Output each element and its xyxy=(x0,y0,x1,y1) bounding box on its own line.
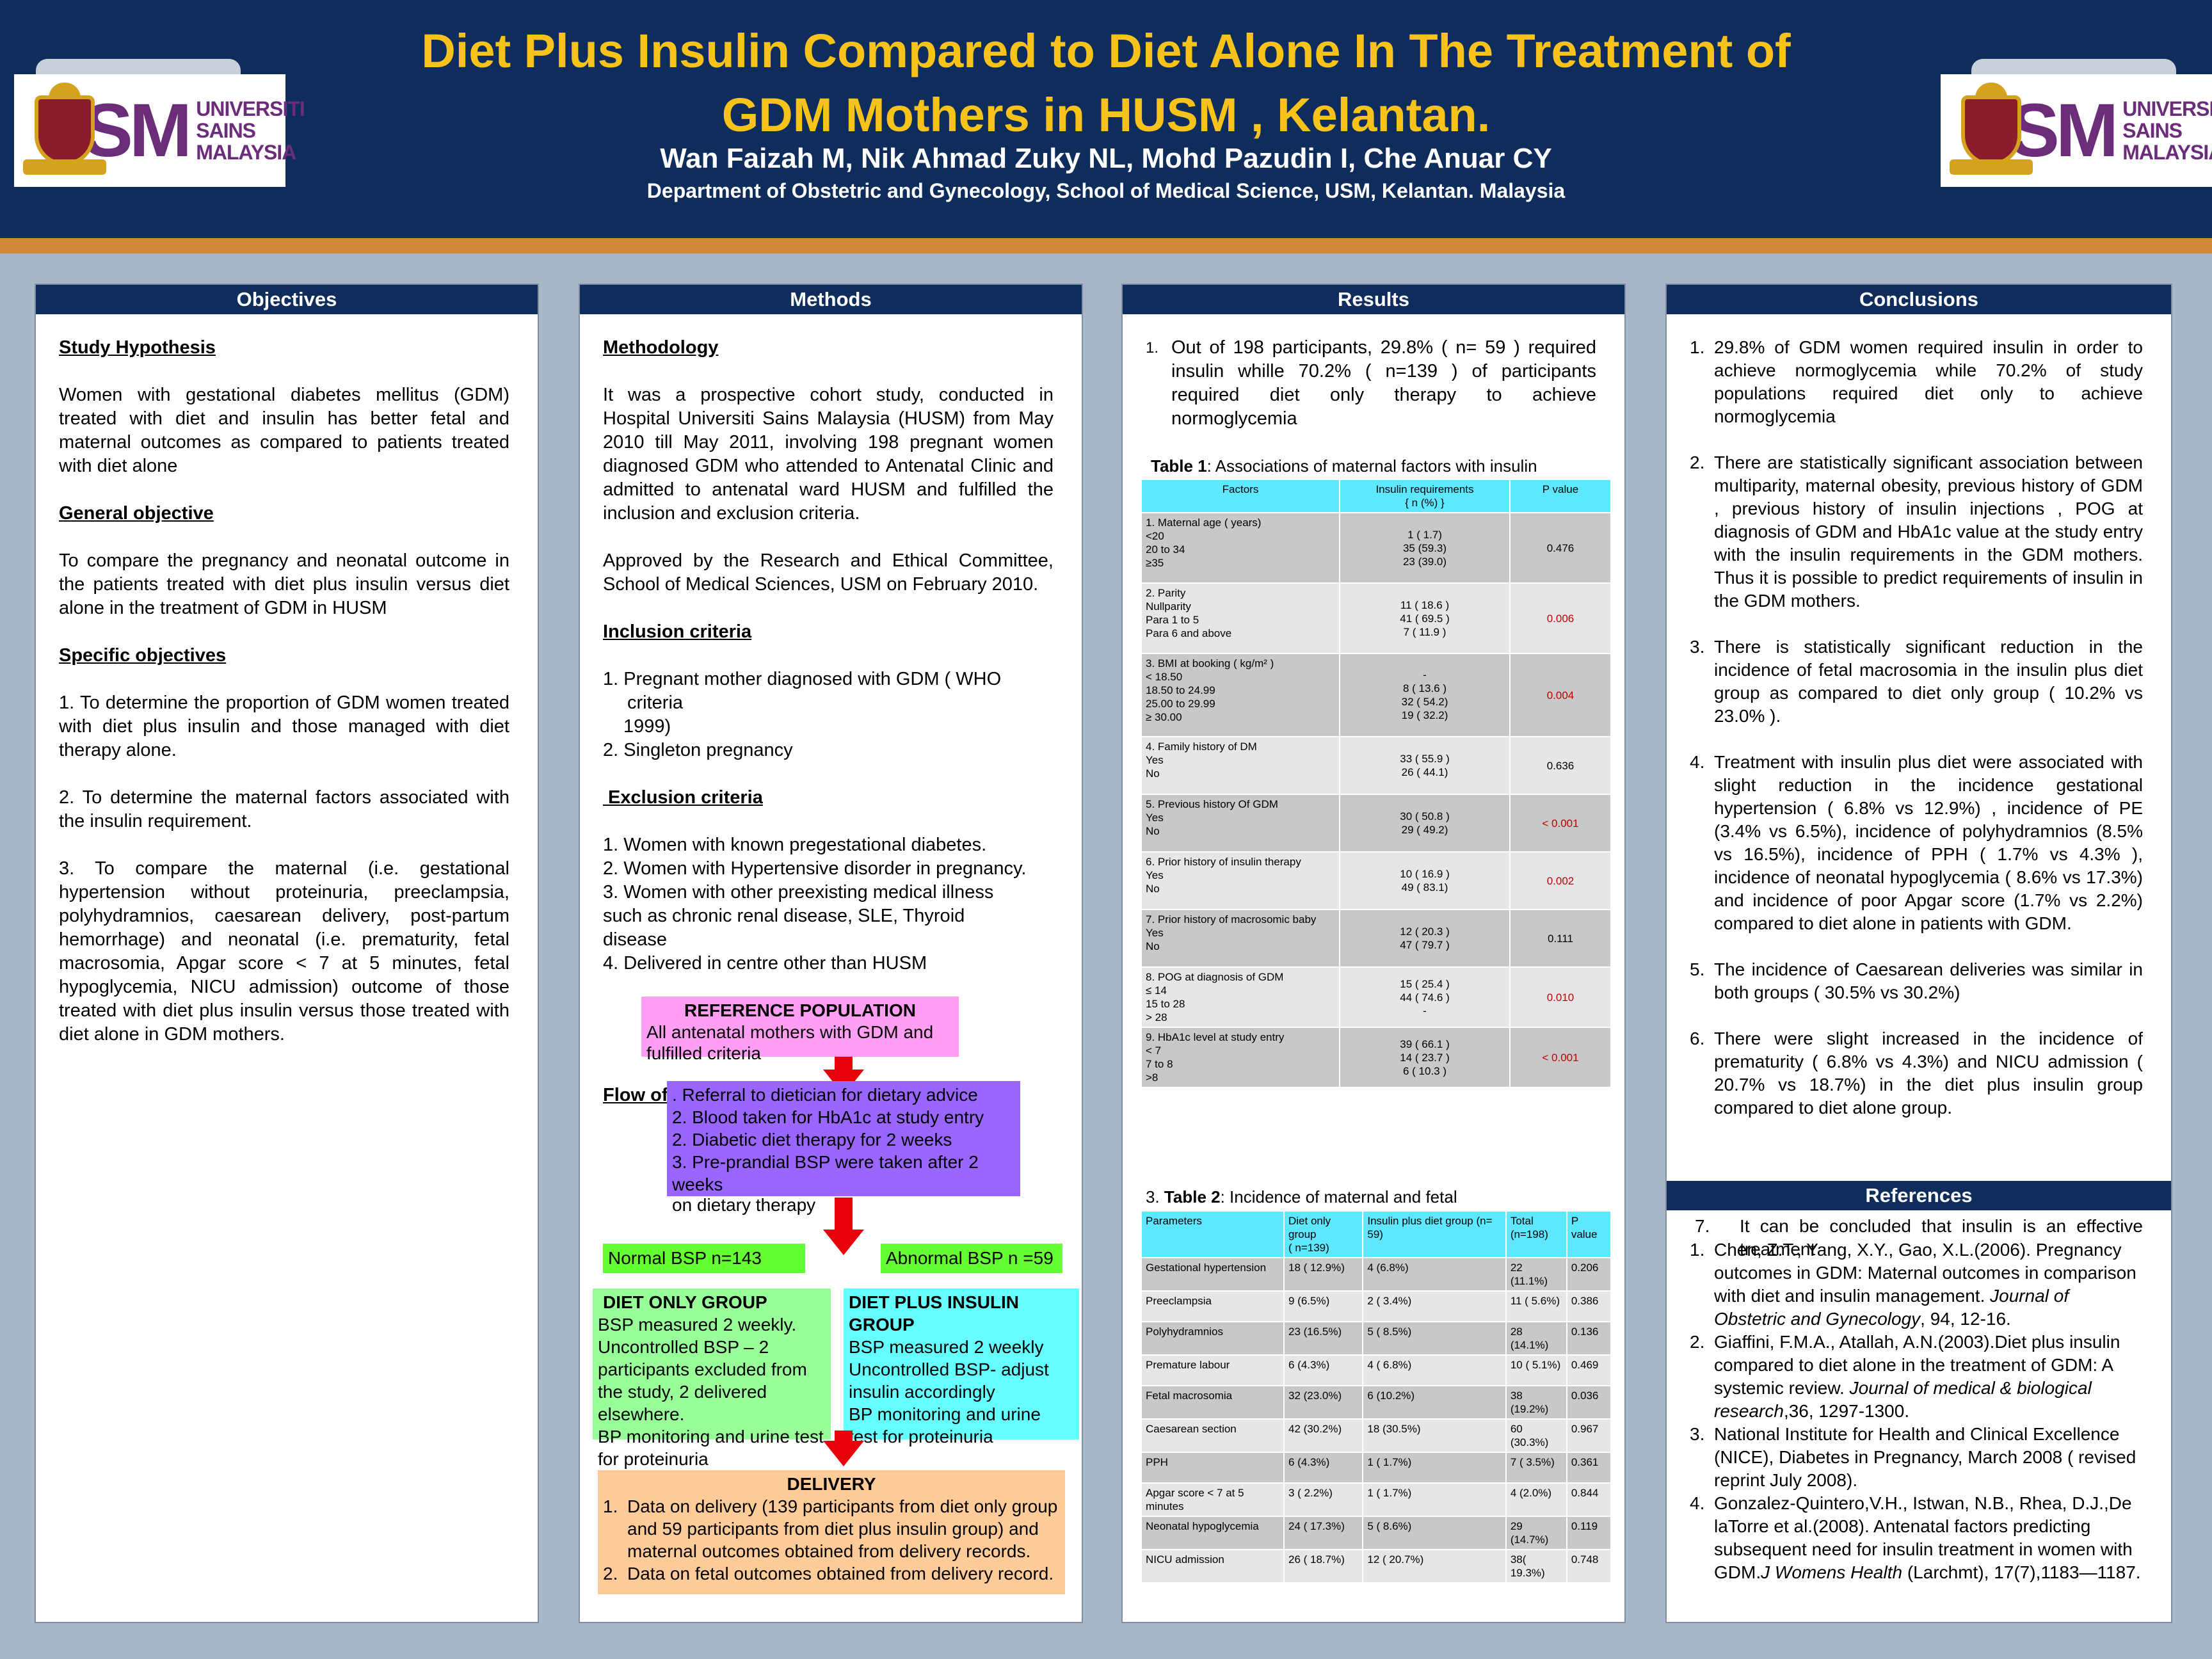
approval-text: Approved by the Research and Ethical Com… xyxy=(603,550,1054,595)
specific-objective-1: 1. To determine the proportion of GDM wo… xyxy=(59,693,509,760)
table1-row: 4. Family history of DM Yes No 33 ( 55.9 … xyxy=(1141,736,1612,795)
table2-row: Neonatal hypoglycemia 24 ( 17.3%) 5 ( 8.6%… xyxy=(1141,1516,1612,1550)
specific-objectives-title: Specific objectives xyxy=(59,645,227,666)
reference-item: 2. Giaffini, F.M.A., Atallah, A.N.(2003).… xyxy=(1690,1332,2120,1421)
reference-population-box: REFERENCE POPULATION All antenatal mothe… xyxy=(641,997,959,1063)
table2-row: NICU admission 26 ( 18.7%) 12 ( 20.7%) 38( … xyxy=(1141,1549,1612,1583)
authors: Wan Faizah M, Nik Ahmad Zuky NL, Mohd Pa… xyxy=(660,143,1552,174)
usm-logo-right: USM UNIVERSITI SAINS MALAYSIA xyxy=(1941,74,2212,187)
usm-logo-left: USM UNIVERSITI SAINS MALAYSIA xyxy=(14,74,305,187)
table2-caption: 3. Table 2: Incidence of maternal and fe… xyxy=(1146,1187,1457,1206)
conclusion-item: 1. 29.8% of GDM women required insulin in… xyxy=(1690,337,2143,426)
reference-item: 3. National Institute for Health and Clin… xyxy=(1690,1424,2136,1490)
reference-item: 4. Gonzalez-Quintero,V.H., Istwan, N.B., … xyxy=(1690,1493,2141,1582)
table2-row: Gestational hypertension 18 ( 12.9%) 4 (6.… xyxy=(1141,1257,1612,1292)
results-intro: 1. Out of 198 participants, 29.8% ( n= 59… xyxy=(1146,337,1596,429)
table1-caption: Table 1: Associations of maternal factor… xyxy=(1151,456,1537,476)
conclusions-panel: Conclusions 1. 29.8% of GDM women require… xyxy=(1665,284,2172,1623)
table2-row: Caesarean section 42 (30.2%) 18 (30.5%) 60 … xyxy=(1141,1418,1612,1453)
arrow-icon xyxy=(823,1230,864,1255)
delivery-box: DELIVERY 1. Data on delivery (139 partici… xyxy=(598,1470,1065,1594)
department: Department of Obstetric and Gynecology, … xyxy=(646,179,1566,202)
methods-heading: Methods xyxy=(580,285,1082,314)
exclusion-list: 1. Women with known pregestational diabe… xyxy=(603,835,1027,974)
specific-objective-3: 3. To compare the maternal (i.e. gestati… xyxy=(59,858,509,1045)
abnormal-bsp-box: Abnormal BSP n =59 xyxy=(881,1244,1062,1273)
table1-row: 9. HbA1c level at study entry < 7 7 to 8… xyxy=(1141,1027,1612,1088)
inclusion-2: 2. Singleton pregnancy xyxy=(603,740,793,760)
diet-plus-insulin-group-box: DIET PLUS INSULIN GROUP BSP measured 2 w… xyxy=(844,1288,1079,1447)
inclusion-title: Inclusion criteria xyxy=(603,621,752,642)
table1-row: 6. Prior history of insulin therapy Yes … xyxy=(1141,851,1612,910)
specific-objective-2: 2. To determine the maternal factors ass… xyxy=(59,787,509,831)
table2-row: Fetal macrosomia 32 (23.0%) 6 (10.2%) 38 (1… xyxy=(1141,1385,1612,1420)
table2-outcomes: Parameters Diet only group ( n=139) Insuli… xyxy=(1141,1210,1612,1583)
conclusion-item: 5. The incidence of Caesarean deliveries … xyxy=(1690,959,2143,1002)
results-heading: Results xyxy=(1123,285,1624,314)
arrow-icon xyxy=(823,1441,864,1466)
table2-row: Polyhydramnios 23 (16.5%) 5 ( 8.5%) 28 (14.… xyxy=(1141,1321,1612,1356)
results-panel: Results 1. Out of 198 participants, 29.8%… xyxy=(1121,284,1626,1623)
conclusion-item: 3. There is statistically significant red… xyxy=(1690,637,2143,726)
table2-row: Apgar score < 7 at 5 minutes 3 ( 2.2%) 1 (… xyxy=(1141,1482,1612,1517)
table2-row: Premature labour 6 (4.3%) 4 ( 6.8%) 10 ( 5.… xyxy=(1141,1354,1612,1386)
diet-only-group-box: DIET ONLY GROUP BSP measured 2 weekly. U… xyxy=(593,1288,831,1469)
references-heading: References xyxy=(1667,1181,2171,1210)
dietary-therapy-text: on dietary therapy xyxy=(672,1195,816,1215)
exclusion-title: Exclusion criteria xyxy=(603,787,763,808)
hypothesis-title: Study Hypothesis xyxy=(59,337,216,358)
table1-maternal-factors: Factors Insulin requirements { n (%) } P… xyxy=(1141,479,1612,1088)
header-stripe xyxy=(0,238,2212,253)
conclusion-item: 2. There are statistically significant as… xyxy=(1690,453,2143,611)
conclusion-7: 7. It can be concluded that insulin is an… xyxy=(1695,1216,2143,1259)
normal-bsp-box: Normal BSP n=143 xyxy=(603,1244,805,1273)
table1-row: 5. Previous history Of GDM Yes No 30 ( 50… xyxy=(1141,794,1612,853)
poster-header: USM UNIVERSITI SAINS MALAYSIA USM UNIVER… xyxy=(0,0,2212,238)
general-objective-text: To compare the pregnancy and neonatal ou… xyxy=(59,550,509,618)
objectives-heading: Objectives xyxy=(36,285,538,314)
dietician-steps-box: . Referral to dietician for dietary advi… xyxy=(667,1081,1020,1196)
hypothesis-text: Women with gestational diabetes mellitus… xyxy=(59,385,509,476)
table1-row: 3. BMI at booking ( kg/m² ) < 18.50 18.5… xyxy=(1141,653,1612,737)
table2-row: Preeclampsia 9 (6.5%) 2 ( 3.4%) 11 ( 5.6%) 0… xyxy=(1141,1290,1612,1322)
conclusion-item: 6. There were slight increased in the inc… xyxy=(1690,1029,2143,1118)
methods-panel: Methods Methodology It was a prospective… xyxy=(579,284,1083,1623)
objectives-panel: Objectives Study Hypothesis Women with g… xyxy=(35,284,539,1623)
poster-title: Diet Plus Insulin Compared to Diet Alone… xyxy=(421,24,1791,141)
table1-row: 7. Prior history of macrosomic baby Yes … xyxy=(1141,909,1612,968)
general-objective-title: General objective xyxy=(59,503,214,524)
table1-row: 1. Maternal age ( years) <20 20 to 34 ≥3… xyxy=(1141,512,1612,584)
table1-row: 2. Parity Nullparity Para 1 to 5 Para 6 … xyxy=(1141,582,1612,654)
methodology-title: Methodology xyxy=(603,337,719,358)
methodology-text: It was a prospective cohort study, condu… xyxy=(603,385,1054,524)
reference-item: 1. Chen, Z.T., Yang, X.Y., Gao, X.L.(2006… xyxy=(1690,1240,2136,1329)
conclusions-heading: Conclusions xyxy=(1667,285,2171,314)
conclusion-item: 4. Treatment with insulin plus diet were … xyxy=(1690,752,2143,933)
table2-row: PPH 6 (4.3%) 1 ( 1.7%) 7 ( 3.5%) 0.361 xyxy=(1141,1452,1612,1484)
table1-row: 8. POG at diagnosis of GDM ≤ 14 15 to 28… xyxy=(1141,966,1612,1028)
inclusion-1: 1. Pregnant mother diagnosed with GDM ( … xyxy=(603,669,1002,737)
